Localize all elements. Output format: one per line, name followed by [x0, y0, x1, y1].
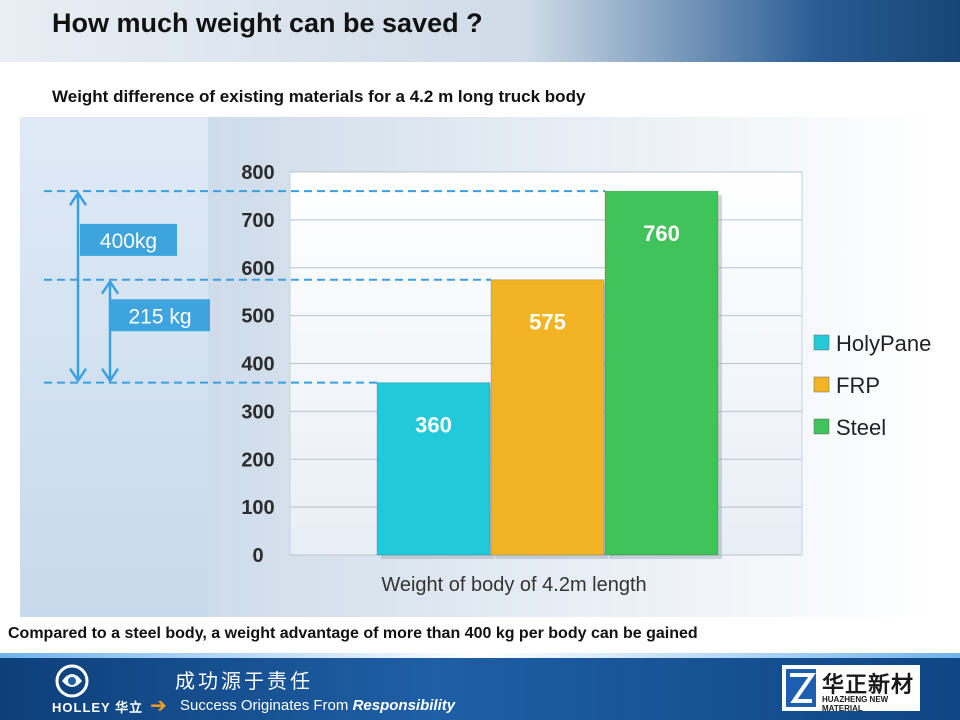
- arrow-up-icon: [68, 190, 88, 206]
- huazheng-mark-icon: [786, 669, 816, 707]
- y-tick-label: 500: [241, 306, 274, 328]
- bar-chart: 0 100 200 300 400 500 600 700 800 360 575 760 400k…: [44, 117, 937, 617]
- arrow-down-icon: [68, 367, 88, 383]
- huazheng-logo: 华正新材 HUAZHENG NEW MATERIAL: [782, 665, 920, 713]
- slide-subtitle: Weight difference of existing materials …: [52, 87, 586, 106]
- y-tick-label: 300: [241, 401, 274, 423]
- data-label: 360: [415, 413, 452, 438]
- legend-entry: Steel: [836, 415, 886, 440]
- arrow-up-icon: [100, 279, 120, 295]
- legend-swatch: [813, 376, 830, 393]
- y-tick-label: 200: [241, 449, 274, 471]
- partner-name-english: HUAZHENG NEW MATERIAL: [822, 695, 889, 713]
- legend-swatch: [813, 418, 830, 435]
- y-tick-label: 400: [241, 354, 274, 376]
- annotation-label: 400kg: [100, 230, 157, 253]
- arrow-right-icon: ➔: [150, 695, 167, 717]
- x-axis-label: Weight of body of 4.2m length: [381, 574, 646, 596]
- slogan-english: Success Originates From Responsibility: [180, 697, 455, 714]
- bar-steel: [604, 190, 719, 556]
- legend-entry: HolyPane: [836, 331, 931, 356]
- data-label: 760: [643, 221, 680, 246]
- slogan-chinese: 成功源于责任: [175, 671, 313, 693]
- y-tick-label: 800: [241, 162, 274, 184]
- company-name: HOLLEY 华立: [52, 700, 144, 715]
- footer-band: HOLLEY 华立 成功源于责任 ➔ Success Originates Fr…: [0, 653, 960, 720]
- bar-holypane: [376, 382, 491, 556]
- data-label: 575: [529, 310, 566, 335]
- bar-frp: [490, 279, 605, 556]
- y-tick-label: 100: [241, 497, 274, 519]
- annotation-label: 215 kg: [128, 305, 191, 328]
- slogan-english-main: Success Originates From: [180, 697, 349, 714]
- annotation-box: [80, 223, 177, 256]
- y-tick-label: 700: [241, 210, 274, 232]
- annotation-box: [110, 299, 210, 332]
- arrow-down-icon: [100, 367, 120, 383]
- y-tick-label: 0: [252, 545, 263, 567]
- slide-title: How much weight can be saved ?: [52, 8, 483, 38]
- conclusion-text: Compared to a steel body, a weight advan…: [8, 625, 698, 642]
- holley-logo-icon: [55, 664, 89, 698]
- header-band: [0, 0, 960, 62]
- legend-entry: FRP: [836, 373, 880, 398]
- y-tick-label: 600: [241, 258, 274, 280]
- slogan-english-emphasis: Responsibility: [352, 697, 456, 714]
- legend-swatch: [813, 334, 830, 351]
- chart-panel: 0 100 200 300 400 500 600 700 800 360 575 760 400k…: [20, 117, 937, 617]
- partner-name-chinese: 华正新材: [822, 672, 915, 697]
